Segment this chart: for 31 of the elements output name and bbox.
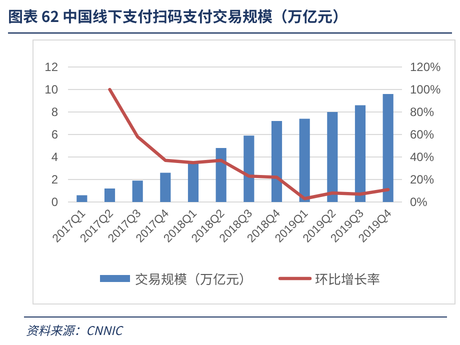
y2-tick-label: 120% — [410, 60, 442, 74]
bar — [327, 112, 338, 202]
bar — [271, 121, 282, 202]
bar — [299, 118, 310, 202]
bar — [382, 94, 394, 202]
bar — [132, 180, 143, 202]
chart-title: 图表 62 中国线下支付扫码支付交易规模（万亿元） — [8, 6, 348, 27]
bar — [244, 136, 254, 202]
y2-tick-label: 20% — [410, 172, 434, 186]
y-tick-label: 12 — [44, 60, 58, 74]
y-tick-label: 6 — [51, 128, 58, 142]
y-tick-label: 2 — [51, 172, 58, 186]
y2-tick-label: 60% — [410, 128, 434, 142]
bar — [354, 105, 366, 202]
bar — [188, 162, 199, 202]
y2-tick-label: 100% — [410, 82, 442, 96]
y-tick-label: 10 — [44, 82, 58, 96]
bar — [76, 195, 88, 202]
y-tick-label: 4 — [51, 150, 58, 164]
bar — [104, 188, 116, 202]
y-tick-label: 8 — [51, 105, 58, 119]
legend-label: 环比增长率 — [315, 269, 380, 288]
line-series — [108, 88, 390, 200]
bar — [216, 148, 226, 202]
text: 资料来源：CNNIC — [26, 322, 124, 339]
y2-tick-label: 40% — [410, 150, 434, 164]
bar — [160, 172, 171, 202]
y2-tick-label: 0% — [410, 195, 428, 209]
y-tick-label: 0 — [51, 195, 58, 209]
legend-label: 交易规模（万亿元） — [135, 269, 252, 288]
y2-tick-label: 80% — [410, 105, 434, 119]
